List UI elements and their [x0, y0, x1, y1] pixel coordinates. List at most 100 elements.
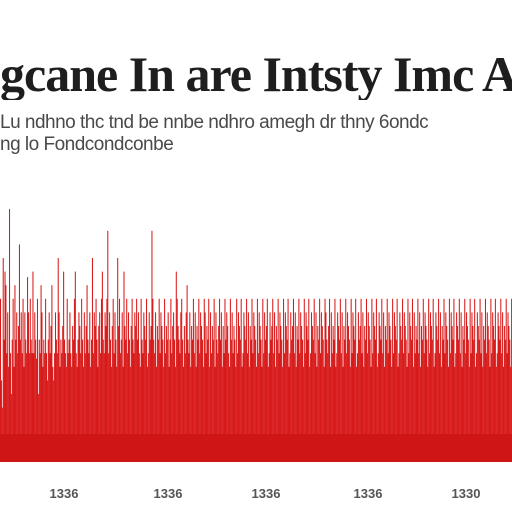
- bar: [35, 339, 37, 462]
- bar: [256, 366, 258, 462]
- bar: [216, 339, 218, 462]
- bar: [505, 298, 507, 462]
- bar: [121, 312, 123, 462]
- bar: [30, 339, 32, 462]
- bar: [91, 258, 93, 462]
- bar: [423, 353, 425, 462]
- bar: [104, 312, 106, 462]
- bar: [129, 366, 131, 462]
- bar: [208, 298, 210, 462]
- bar: [480, 353, 482, 462]
- bar: [88, 353, 90, 462]
- bar: [146, 298, 148, 462]
- bar: [274, 366, 276, 462]
- bar: [128, 339, 130, 462]
- bar: [47, 339, 49, 462]
- bar: [17, 353, 19, 462]
- bar: [463, 339, 465, 462]
- bar: [455, 353, 457, 462]
- bar: [140, 298, 142, 462]
- bar: [14, 285, 16, 462]
- bar: [506, 353, 508, 462]
- bar: [375, 298, 377, 462]
- bar: [249, 326, 251, 462]
- bar: [211, 326, 213, 462]
- bar: [496, 353, 498, 462]
- bar: [318, 339, 320, 462]
- bar: [62, 326, 64, 462]
- bar: [279, 312, 281, 462]
- bar: [394, 326, 396, 462]
- bar: [377, 353, 379, 462]
- bar: [253, 312, 255, 462]
- bar: [462, 326, 464, 462]
- bar: [445, 312, 447, 462]
- bar: [312, 339, 314, 462]
- bar: [73, 298, 75, 462]
- bar: [163, 366, 165, 462]
- bar: [393, 353, 395, 462]
- bar: [251, 298, 253, 462]
- bar: [421, 339, 423, 462]
- bar: [92, 353, 94, 462]
- bar: [438, 298, 440, 462]
- bar: [36, 358, 38, 462]
- bar: [330, 312, 332, 462]
- bar: [210, 312, 212, 462]
- bar: [222, 326, 224, 462]
- bar: [109, 312, 111, 462]
- bar: [384, 366, 386, 462]
- bar: [165, 326, 167, 462]
- bar: [164, 353, 166, 462]
- bar: [204, 312, 206, 462]
- bar: [13, 366, 15, 462]
- bar: [320, 353, 322, 462]
- bar: [313, 298, 315, 462]
- bar: [187, 339, 189, 462]
- bar: [488, 339, 490, 462]
- bar: [311, 326, 313, 462]
- bar: [501, 353, 503, 462]
- bar: [99, 312, 101, 462]
- bar: [271, 326, 273, 462]
- bar: [43, 339, 45, 462]
- bar: [452, 339, 454, 462]
- bar: [295, 366, 297, 462]
- bar: [473, 339, 475, 462]
- bar: [263, 353, 265, 462]
- bar: [223, 353, 225, 462]
- bar-series: [0, 209, 512, 462]
- bar: [246, 353, 249, 462]
- bar: [82, 339, 84, 462]
- bar: [113, 353, 115, 462]
- bar: [132, 339, 134, 462]
- bar: [507, 312, 509, 462]
- bar: [437, 339, 439, 462]
- bar: [378, 312, 380, 462]
- bar: [246, 298, 248, 462]
- bar: [196, 326, 198, 462]
- bar: [430, 326, 432, 462]
- bar: [4, 271, 6, 462]
- bar: [23, 366, 25, 462]
- bar: [454, 366, 456, 462]
- bar: [457, 326, 459, 462]
- bar: [232, 353, 234, 462]
- bar: [487, 326, 489, 462]
- bar: [94, 326, 96, 462]
- bar: [123, 271, 125, 462]
- bar: [292, 326, 294, 462]
- bar: [422, 298, 424, 462]
- bar: [199, 353, 201, 462]
- bar: [212, 339, 214, 462]
- bar: [116, 366, 118, 462]
- bar: [226, 312, 228, 462]
- bar: [491, 353, 493, 462]
- bar: [224, 298, 226, 462]
- bar: [334, 298, 336, 462]
- bar: [3, 339, 5, 462]
- bar: [420, 366, 422, 462]
- bar: [436, 326, 438, 462]
- bar: [315, 312, 317, 462]
- bar: [435, 312, 437, 462]
